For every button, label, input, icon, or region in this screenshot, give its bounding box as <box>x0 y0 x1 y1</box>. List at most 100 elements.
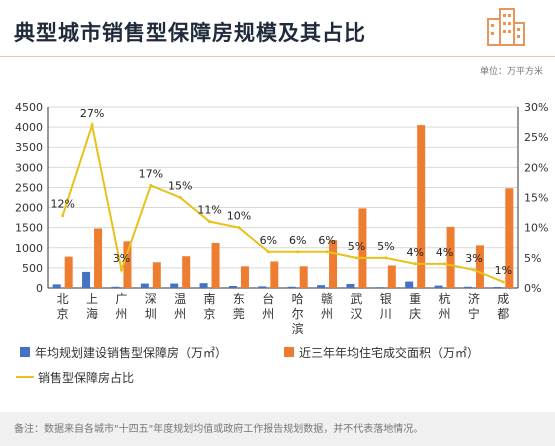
x-tick-label-3: 圳 <box>145 307 157 321</box>
line-data-label-6: 10% <box>227 210 251 223</box>
line-point-12 <box>413 262 417 266</box>
x-tick-label-5: 南 <box>204 291 216 306</box>
line-point-13 <box>443 262 447 266</box>
buildings-logo-icon <box>487 8 525 46</box>
line-point-10 <box>354 256 358 260</box>
x-tick-label-13: 州 <box>439 307 451 321</box>
x-tick-label-2: 州 <box>115 307 127 321</box>
bar-transaction-3 <box>152 262 161 288</box>
legend-swatch-planned <box>20 347 30 357</box>
bar-transaction-11 <box>387 265 396 288</box>
x-tick-label-10: 汉 <box>350 307 362 321</box>
x-tick-label-9: 州 <box>321 307 333 321</box>
header-divider <box>0 56 555 57</box>
line-point-9 <box>325 250 329 254</box>
x-tick-label-4: 州 <box>174 307 186 321</box>
bar-planned-10 <box>346 283 355 288</box>
x-tick-label-7: 州 <box>262 307 274 321</box>
line-point-6 <box>237 226 241 230</box>
legend-label-planned: 年均规划建设销售型保障房（万㎡） <box>35 345 227 360</box>
line-point-0 <box>61 214 65 218</box>
x-tick-label-14: 宁 <box>468 306 480 321</box>
y-right-tick-label: 0% <box>524 282 541 295</box>
legend-label-transaction: 近三年年均住宅成交面积（万㎡） <box>299 345 479 360</box>
y-left-tick-label: 3500 <box>15 141 43 154</box>
line-point-15 <box>501 280 505 284</box>
bar-planned-14 <box>463 286 472 288</box>
bar-planned-2 <box>111 286 120 288</box>
line-data-label-2: 3% <box>113 252 130 265</box>
x-tick-label-11: 川 <box>380 307 392 321</box>
x-tick-label-0: 北 <box>57 292 69 306</box>
bar-transaction-7 <box>270 261 279 288</box>
x-tick-label-5: 京 <box>204 307 216 321</box>
x-tick-label-10: 武 <box>350 292 362 306</box>
bar-transaction-1 <box>94 228 103 288</box>
line-data-label-4: 15% <box>168 180 192 193</box>
bar-planned-13 <box>434 285 443 288</box>
bar-transaction-5 <box>211 242 220 288</box>
x-tick-label-1: 上 <box>86 292 98 306</box>
y-left-tick-label: 3000 <box>15 161 43 174</box>
page-title: 典型城市销售型保障房规模及其占比 <box>14 21 366 45</box>
bar-planned-12 <box>405 281 414 288</box>
bar-planned-4 <box>170 283 179 288</box>
x-tick-label-9: 赣 <box>321 292 333 306</box>
x-tick-label-3: 深 <box>145 292 157 306</box>
line-data-label-3: 17% <box>139 167 163 180</box>
line-data-label-9: 6% <box>318 234 335 247</box>
line-data-label-13: 4% <box>436 246 453 259</box>
y-right-tick-label: 5% <box>524 252 541 265</box>
bar-planned-6 <box>228 285 237 288</box>
bar-planned-1 <box>82 271 91 288</box>
y-left-tick-label: 2500 <box>15 181 43 194</box>
x-tick-label-12: 重 <box>409 292 421 306</box>
bar-transaction-14 <box>475 245 484 288</box>
x-tick-label-14: 济 <box>468 291 480 306</box>
bar-planned-0 <box>52 284 61 288</box>
line-point-2 <box>119 268 123 272</box>
x-tick-label-13: 杭 <box>439 291 451 306</box>
bar-planned-9 <box>317 285 326 288</box>
y-left-tick-label: 1500 <box>15 222 43 235</box>
x-tick-label-15: 成 <box>497 292 509 306</box>
x-tick-label-6: 东 <box>233 292 245 306</box>
bar-transaction-15 <box>505 188 514 288</box>
y-left-tick-label: 2000 <box>15 202 43 215</box>
line-data-label-15: 1% <box>495 264 512 277</box>
y-right-tick-label: 15% <box>524 192 548 205</box>
y-left-tick-label: 4000 <box>15 121 43 134</box>
bar-transaction-6 <box>240 266 249 288</box>
line-point-4 <box>178 196 182 199</box>
line-data-label-0: 12% <box>50 198 74 211</box>
x-tick-label-0: 京 <box>57 307 69 321</box>
x-tick-label-8: 尔 <box>292 306 304 321</box>
unit-label: 单位：万平方米 <box>479 67 543 77</box>
y-right-tick-label: 25% <box>524 131 548 144</box>
bar-planned-15 <box>493 286 502 288</box>
bar-planned-3 <box>140 283 149 288</box>
y-right-tick-label: 30% <box>524 101 548 114</box>
line-point-5 <box>208 220 212 224</box>
bar-transaction-10 <box>358 208 367 288</box>
line-data-label-10: 5% <box>348 240 365 253</box>
y-left-tick-label: 0 <box>36 282 43 295</box>
y-right-tick-label: 20% <box>524 161 548 174</box>
x-tick-label-8: 滨 <box>292 321 304 336</box>
line-data-label-11: 5% <box>377 240 394 253</box>
y-left-tick-label: 500 <box>22 262 43 275</box>
combo-chart: 0 500 1000 1500 2000 2500 3000 3500 4000 4500 0% 5%… <box>15 101 548 385</box>
legend-label-ratio: 销售型保障房占比 <box>38 370 134 385</box>
footnote: 备注：数据来自各城市"十四五"年度规划均值或政府工作报告规划数据，并不代表落地情… <box>14 424 424 435</box>
y-left-tick-label: 1000 <box>15 242 43 255</box>
bar-transaction-0 <box>64 256 73 288</box>
line-point-7 <box>266 250 270 254</box>
x-tick-label-2: 广 <box>115 292 127 306</box>
bar-planned-8 <box>287 286 296 288</box>
line-point-11 <box>384 256 388 260</box>
bar-transaction-8 <box>299 266 308 288</box>
y-left-tick-label: 4500 <box>15 101 43 114</box>
x-tick-label-12: 庆 <box>409 307 421 321</box>
bar-transaction-9 <box>329 240 338 288</box>
bar-transaction-13 <box>446 226 455 288</box>
